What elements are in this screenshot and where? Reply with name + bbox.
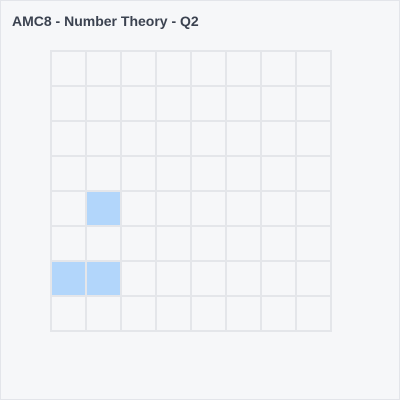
grid-cell[interactable] [122,262,157,297]
grid-cell[interactable] [297,192,332,227]
grid-cell[interactable] [227,192,262,227]
grid-cell[interactable] [87,87,122,122]
grid-cell[interactable] [52,122,87,157]
grid-cell[interactable] [52,227,87,262]
grid-cell[interactable] [87,227,122,262]
grid-cell[interactable] [157,227,192,262]
grid-cell-filled[interactable] [87,262,122,297]
grid-cell[interactable] [122,157,157,192]
grid-cell[interactable] [297,122,332,157]
grid-cell[interactable] [157,52,192,87]
grid-cell[interactable] [192,52,227,87]
grid-cell[interactable] [262,297,297,332]
grid-cell[interactable] [52,52,87,87]
grid-cell[interactable] [87,52,122,87]
grid-cell[interactable] [52,157,87,192]
grid-cell[interactable] [87,297,122,332]
grid-cell[interactable] [227,297,262,332]
grid-cell[interactable] [87,122,122,157]
grid-cell[interactable] [262,122,297,157]
grid-cell[interactable] [157,157,192,192]
grid-cell[interactable] [227,157,262,192]
grid-cell[interactable] [262,192,297,227]
grid-cell[interactable] [52,87,87,122]
grid-cell[interactable] [297,297,332,332]
grid-cell-filled[interactable] [52,262,87,297]
grid-cell[interactable] [262,52,297,87]
grid-cell[interactable] [227,262,262,297]
grid-cell[interactable] [262,262,297,297]
grid-cell[interactable] [297,227,332,262]
grid-cell[interactable] [122,227,157,262]
grid-cell[interactable] [122,192,157,227]
grid-cell[interactable] [297,87,332,122]
grid-cell[interactable] [192,122,227,157]
grid-cell[interactable] [87,157,122,192]
grid-cell[interactable] [52,192,87,227]
grid-cell[interactable] [157,87,192,122]
grid-cell[interactable] [297,52,332,87]
grid-cell[interactable] [192,192,227,227]
grid-cell[interactable] [262,157,297,192]
grid-cell[interactable] [122,87,157,122]
grid-cell[interactable] [227,122,262,157]
grid-cell[interactable] [122,297,157,332]
grid-cell[interactable] [192,297,227,332]
grid-cell[interactable] [157,297,192,332]
grid-cell[interactable] [297,157,332,192]
grid-cell[interactable] [227,87,262,122]
grid-cell[interactable] [227,227,262,262]
grid-cell[interactable] [52,297,87,332]
grid-cell[interactable] [192,157,227,192]
grid-cell[interactable] [192,87,227,122]
puzzle-title: AMC8 - Number Theory - Q2 [12,13,199,29]
grid-cell[interactable] [122,122,157,157]
grid-cell[interactable] [122,52,157,87]
grid-cell[interactable] [157,262,192,297]
grid-cell[interactable] [157,122,192,157]
grid-cell[interactable] [192,262,227,297]
grid-cell[interactable] [262,227,297,262]
grid-cell[interactable] [157,192,192,227]
grid-cell[interactable] [227,52,262,87]
puzzle-grid [50,50,332,332]
grid-cell-filled[interactable] [87,192,122,227]
grid-cell[interactable] [297,262,332,297]
grid-cell[interactable] [192,227,227,262]
grid-cell[interactable] [262,87,297,122]
